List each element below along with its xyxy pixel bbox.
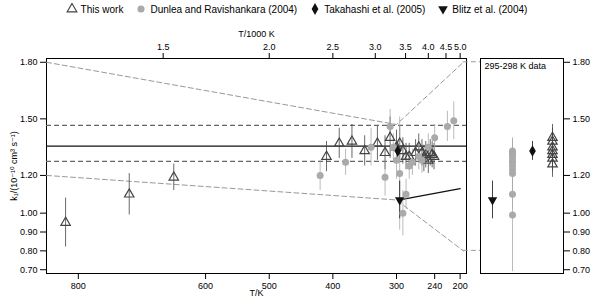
svg-text:1.20: 1.20 [573, 170, 591, 180]
svg-text:1.50: 1.50 [20, 114, 38, 124]
svg-text:k₁/(10⁻¹⁰ cm³ s⁻¹): k₁/(10⁻¹⁰ cm³ s⁻¹) [9, 131, 19, 201]
svg-text:800: 800 [71, 281, 86, 291]
svg-text:4.5: 4.5 [440, 42, 453, 52]
svg-text:1.20: 1.20 [20, 170, 38, 180]
html-text:This work: This work [80, 3, 124, 15]
svg-text:0.90: 0.90 [573, 227, 591, 237]
svg-text:1.80: 1.80 [20, 57, 38, 67]
html-text:Blitz et al. (2004): Blitz et al. (2004) [452, 3, 528, 15]
svg-text:600: 600 [198, 281, 213, 291]
svg-text:1.00: 1.00 [20, 208, 38, 218]
svg-text:0.70: 0.70 [20, 265, 38, 275]
svg-text:295-298 K data: 295-298 K data [485, 61, 547, 71]
svg-text:300: 300 [389, 281, 404, 291]
svg-text:0.90: 0.90 [20, 227, 38, 237]
svg-text:1.80: 1.80 [573, 57, 591, 67]
svg-text:T/K: T/K [249, 288, 263, 298]
svg-text:5.0: 5.0 [454, 42, 467, 52]
svg-text:0.70: 0.70 [573, 265, 591, 275]
svg-text:0.80: 0.80 [20, 246, 38, 256]
svg-text:500: 500 [262, 281, 277, 291]
svg-text:240: 240 [427, 281, 442, 291]
html-text:Dunlea and Ravishankara (2004): Dunlea and Ravishankara (2004) [150, 3, 298, 15]
svg-text:200: 200 [453, 281, 468, 291]
svg-text:3.5: 3.5 [399, 42, 412, 52]
svg-text:T/1000 K: T/1000 K [238, 29, 275, 39]
svg-text:400: 400 [325, 281, 340, 291]
svg-text:1.00: 1.00 [573, 208, 591, 218]
svg-text:1.5: 1.5 [157, 42, 170, 52]
svg-text:2.5: 2.5 [327, 42, 340, 52]
svg-text:3.0: 3.0 [369, 42, 382, 52]
svg-text:4.0: 4.0 [422, 42, 435, 52]
svg-text:0.80: 0.80 [573, 246, 591, 256]
svg-text:2.0: 2.0 [263, 42, 276, 52]
html-text:Takahashi et al. (2005): Takahashi et al. (2005) [324, 3, 426, 15]
svg-text:1.50: 1.50 [573, 114, 591, 124]
